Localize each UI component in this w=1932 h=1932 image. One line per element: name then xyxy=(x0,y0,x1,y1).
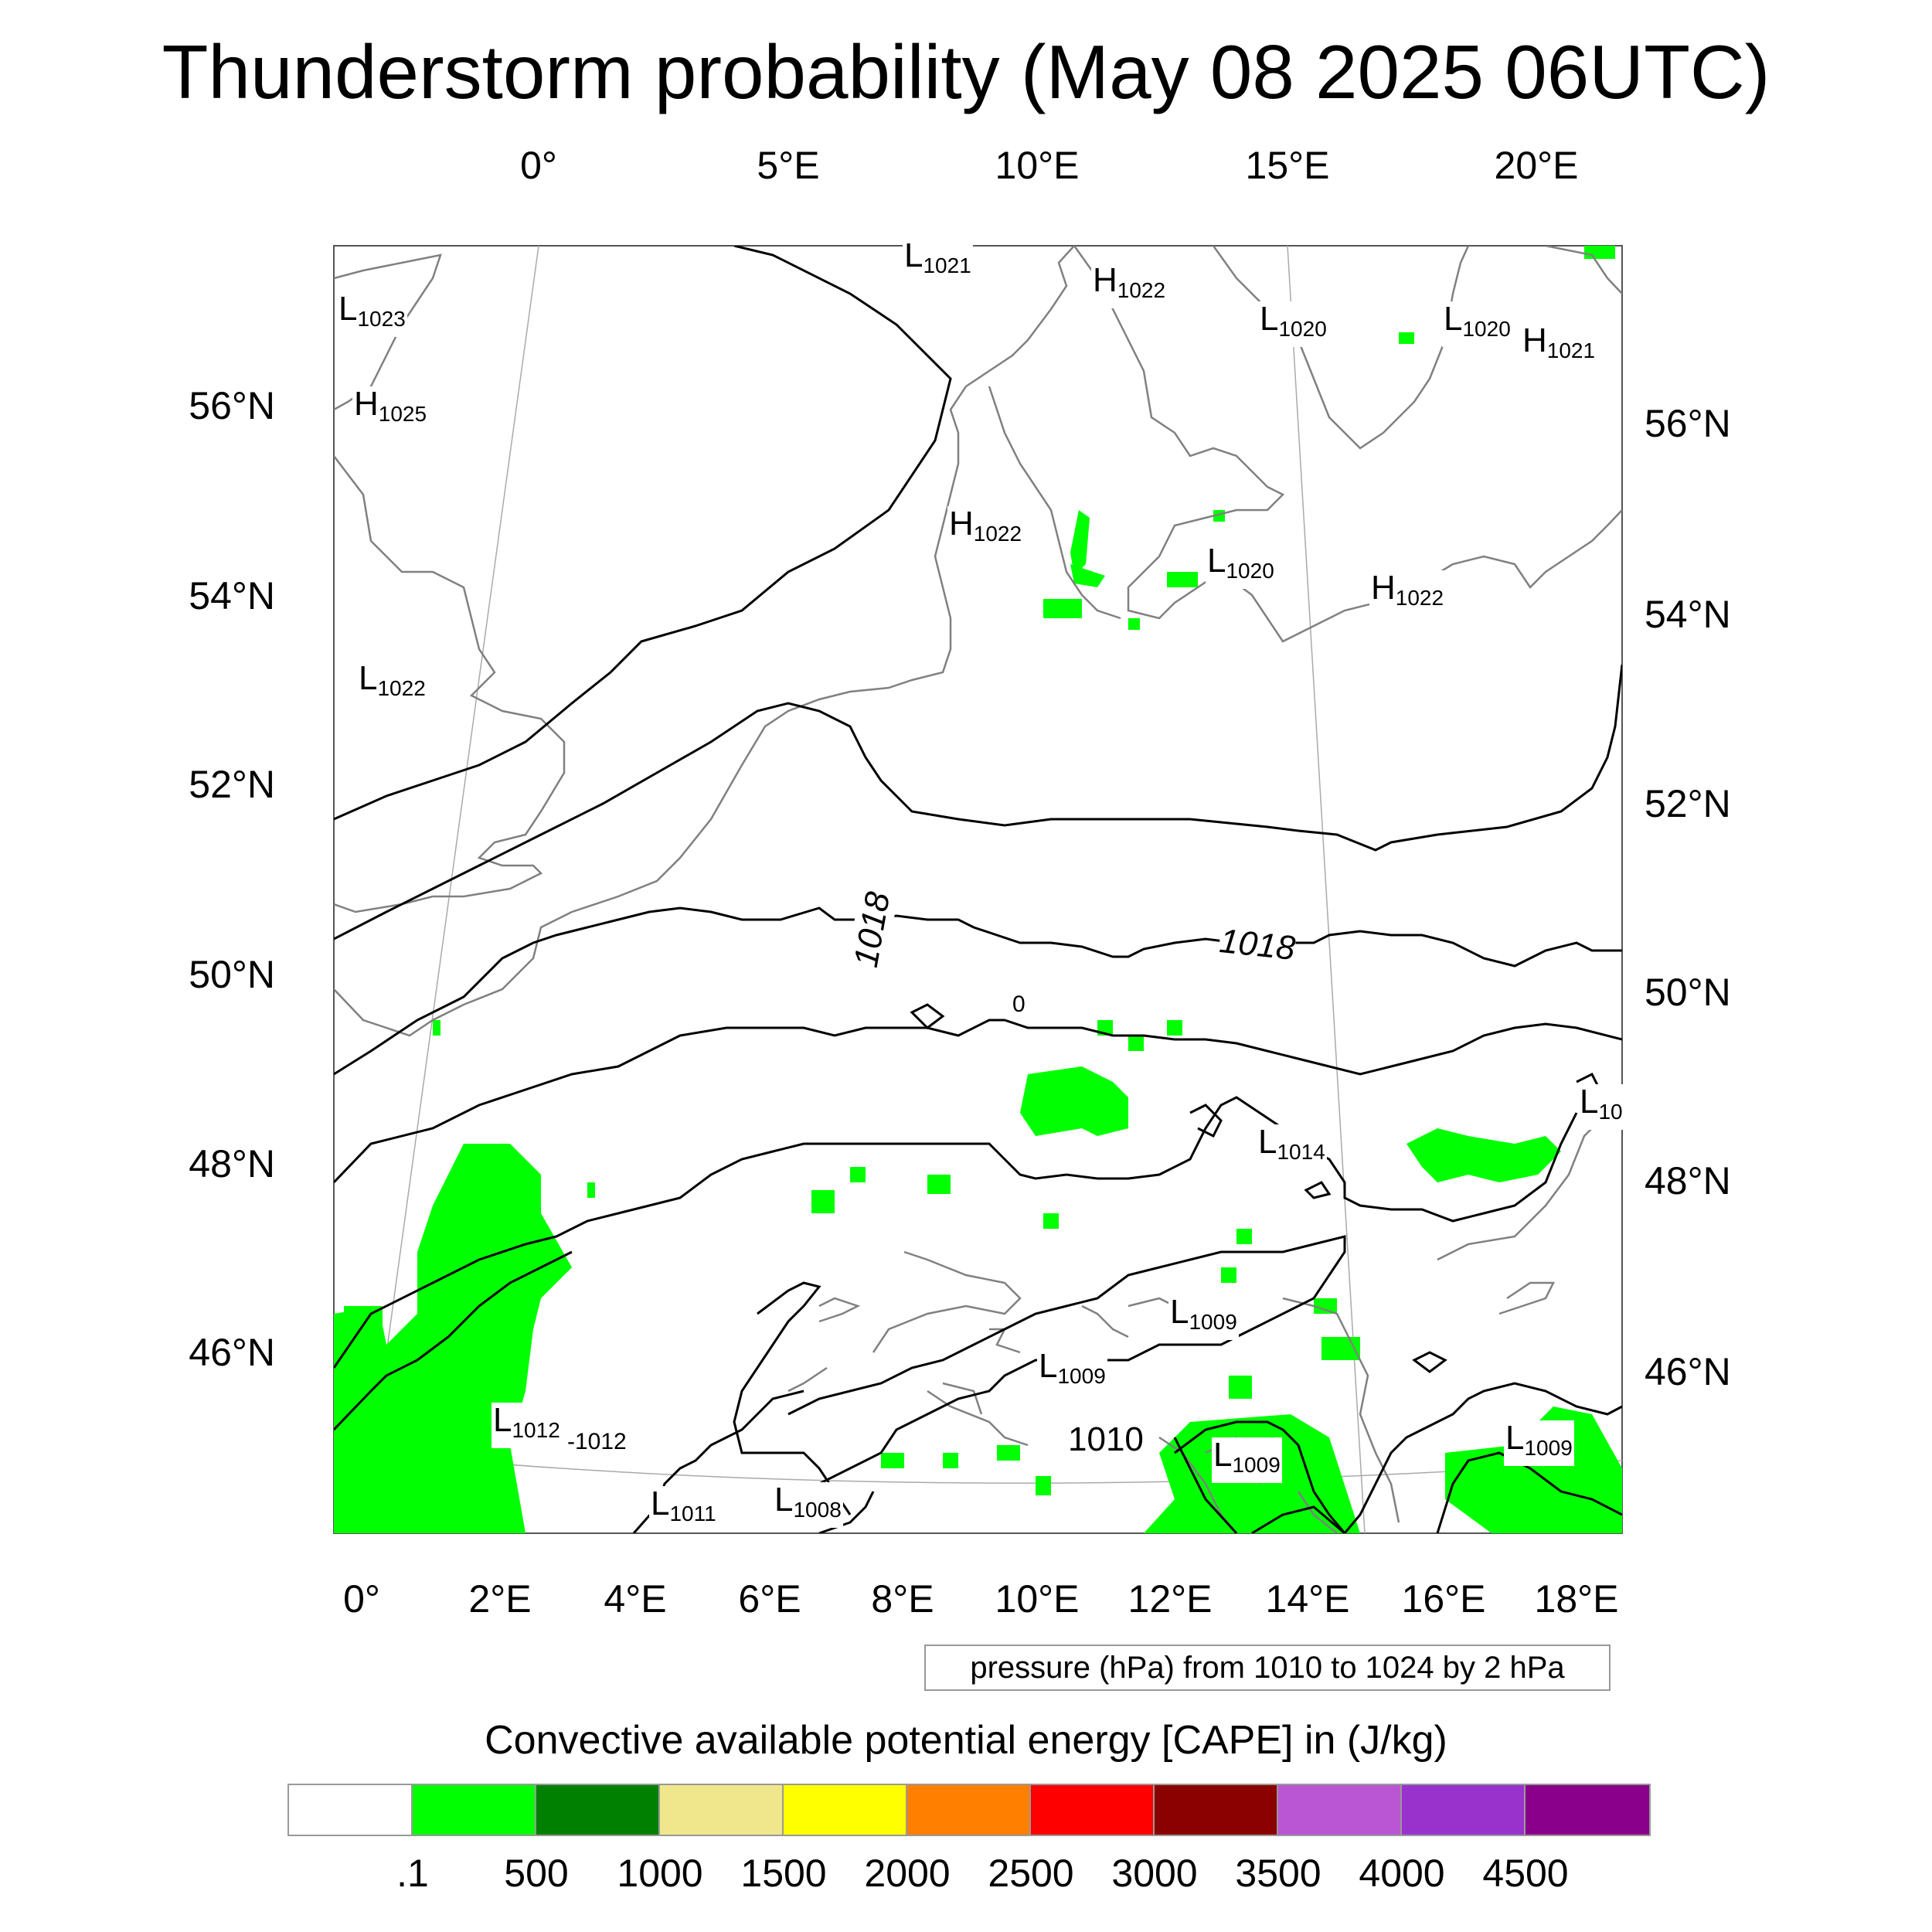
pressure-center-label: H1022 xyxy=(1369,570,1446,616)
lat-tick-left: 50°N xyxy=(189,953,275,996)
pressure-center-label: H1021 xyxy=(1521,323,1597,369)
pressure-center-label: H1022 xyxy=(1091,263,1168,308)
lon-tick-bottom: 12°E xyxy=(1128,1577,1213,1621)
isobars xyxy=(334,246,1622,1533)
colorbar-title: Convective available potential energy [C… xyxy=(485,1718,1447,1763)
lat-tick-right: 52°N xyxy=(1645,782,1731,825)
pressure-center-label: L1009 xyxy=(1212,1437,1282,1483)
lon-tick-top: 15°E xyxy=(1245,144,1330,187)
lat-tick-left: 46°N xyxy=(189,1331,275,1374)
lon-tick-top: 10°E xyxy=(995,144,1080,187)
lon-tick-bottom: 14°E xyxy=(1265,1577,1350,1621)
colorbar-label: 2000 xyxy=(864,1852,951,1895)
colorbar-label: 1000 xyxy=(617,1852,703,1895)
pressure-center-label: L1014 xyxy=(1257,1124,1327,1170)
colorbar xyxy=(287,1784,1651,1836)
colorbar-label: 4500 xyxy=(1482,1852,1569,1895)
colorbar-swatch xyxy=(536,1785,660,1835)
colorbar-swatch xyxy=(1155,1785,1278,1835)
lat-tick-right: 48°N xyxy=(1645,1159,1731,1202)
lon-tick-bottom: 10°E xyxy=(995,1577,1080,1621)
colorbar-swatch xyxy=(1031,1785,1155,1835)
chart-title: Thunderstorm probability (May 08 2025 06… xyxy=(162,29,1770,114)
lon-tick-bottom: 18°E xyxy=(1534,1577,1619,1621)
colorbar-swatch xyxy=(1278,1785,1402,1835)
colorbar-label: 1500 xyxy=(740,1852,827,1895)
floating-contour-value: 0 xyxy=(1012,992,1026,1017)
lon-tick-bottom: 16°E xyxy=(1401,1577,1486,1621)
pressure-center-label: L1011 xyxy=(649,1486,718,1532)
lat-tick-right: 56°N xyxy=(1645,402,1731,445)
lon-tick-top: 20°E xyxy=(1494,144,1579,187)
lat-tick-right: 54°N xyxy=(1645,593,1731,636)
colorbar-label: .1 xyxy=(396,1852,429,1895)
colorbar-swatch xyxy=(1526,1785,1649,1835)
lat-tick-left: 48°N xyxy=(189,1142,275,1185)
graticule xyxy=(334,246,1622,1533)
pressure-info-box: pressure (hPa) from 1010 to 1024 by 2 hP… xyxy=(924,1645,1611,1691)
colorbar-swatch xyxy=(784,1785,907,1835)
pressure-center-label: L1020 xyxy=(1258,301,1328,347)
pressure-center-label: L1009 xyxy=(1037,1349,1107,1394)
colorbar-label: 3500 xyxy=(1235,1852,1321,1895)
colorbar-label: 3000 xyxy=(1111,1852,1198,1895)
colorbar-swatch xyxy=(289,1785,413,1835)
colorbar-swatch xyxy=(413,1785,536,1835)
lat-tick-left: 52°N xyxy=(189,763,275,806)
colorbar-label: 4000 xyxy=(1359,1852,1445,1895)
pressure-center-label: L1009 xyxy=(1168,1294,1239,1340)
pressure-center-label: L10 xyxy=(1578,1084,1624,1130)
lat-tick-left: 56°N xyxy=(189,384,275,427)
lon-tick-bottom: 6°E xyxy=(738,1577,801,1621)
lat-tick-left: 54°N xyxy=(189,574,275,617)
isobar-label: 1010 xyxy=(1068,1420,1144,1459)
colorbar-swatch xyxy=(907,1785,1031,1835)
pressure-center-label: L1008 xyxy=(773,1482,843,1528)
lat-tick-right: 50°N xyxy=(1645,971,1731,1014)
pressure-center-label: L1020 xyxy=(1442,301,1512,347)
lat-tick-right: 46°N xyxy=(1645,1350,1731,1393)
lon-tick-top: 0° xyxy=(520,144,557,187)
isobar-label: 1018 xyxy=(1217,922,1298,968)
cape-areas xyxy=(334,246,1622,1533)
pressure-center-label: L1023 xyxy=(337,291,407,337)
pressure-center-label: L1021 xyxy=(903,238,973,284)
floating-pressure-label: -1012 xyxy=(566,1424,628,1460)
pressure-center-label: L1022 xyxy=(357,661,427,706)
colorbar-swatch xyxy=(1402,1785,1526,1835)
lon-tick-bottom: 8°E xyxy=(871,1577,934,1621)
map-frame xyxy=(333,245,1623,1534)
lon-tick-top: 5°E xyxy=(757,144,820,187)
lon-tick-bottom: 0° xyxy=(343,1577,380,1621)
pressure-center-label: H1022 xyxy=(947,506,1024,552)
lon-tick-bottom: 4°E xyxy=(604,1577,667,1621)
pressure-center-label: L1009 xyxy=(1504,1420,1574,1466)
lon-tick-bottom: 2°E xyxy=(468,1577,532,1621)
pressure-center-label: L1012 xyxy=(492,1403,562,1448)
pressure-center-label: H1025 xyxy=(352,386,429,432)
colorbar-label: 2500 xyxy=(988,1852,1074,1895)
colorbar-swatch xyxy=(660,1785,784,1835)
colorbar-label: 500 xyxy=(504,1852,569,1895)
pressure-center-label: L1020 xyxy=(1206,543,1276,589)
